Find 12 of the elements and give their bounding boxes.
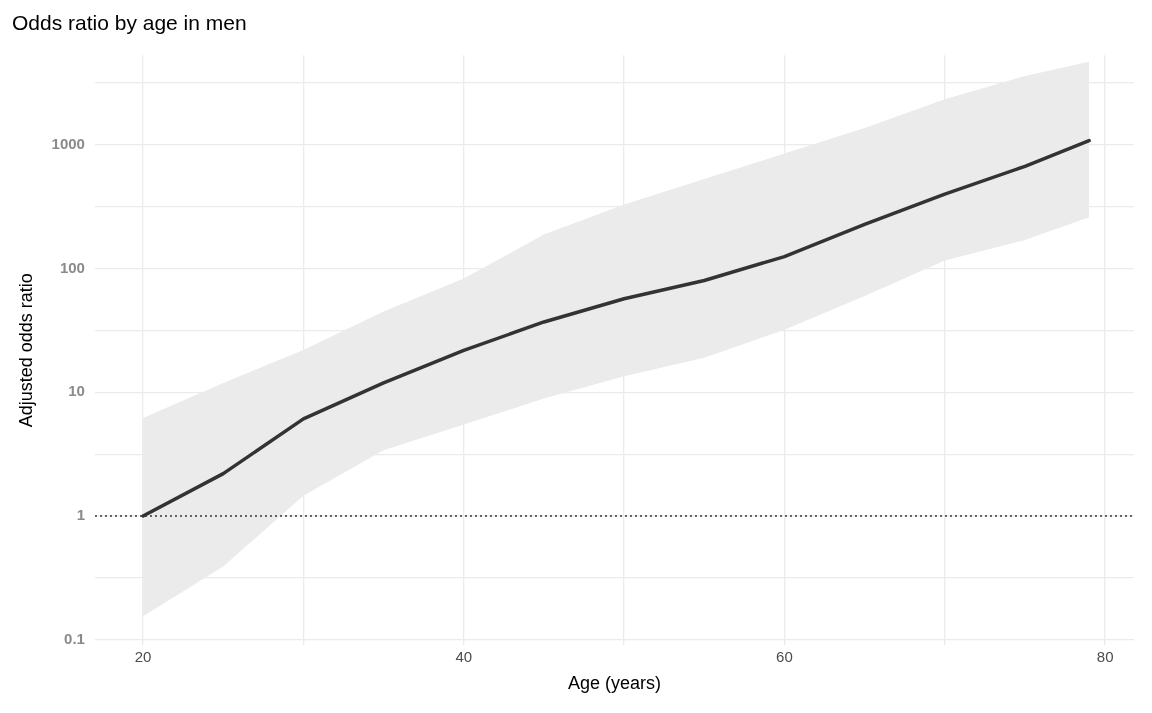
- y-axis-title: Adjusted odds ratio: [15, 273, 36, 428]
- y-tick-label: 100: [59, 258, 85, 276]
- x-tick-label: 20: [134, 647, 152, 665]
- x-axis-title: Age (years): [567, 673, 662, 694]
- y-tick-label: 1: [76, 506, 85, 524]
- x-tick-label: 40: [455, 647, 473, 665]
- y-tick-label: 0.1: [64, 629, 85, 647]
- y-tick-label: 1000: [51, 134, 85, 152]
- x-tick-label: 80: [1096, 647, 1114, 665]
- x-tick-label: 60: [776, 647, 793, 665]
- y-tick-label: 10: [68, 382, 85, 400]
- chart-title: Odds ratio by age in men: [12, 11, 247, 35]
